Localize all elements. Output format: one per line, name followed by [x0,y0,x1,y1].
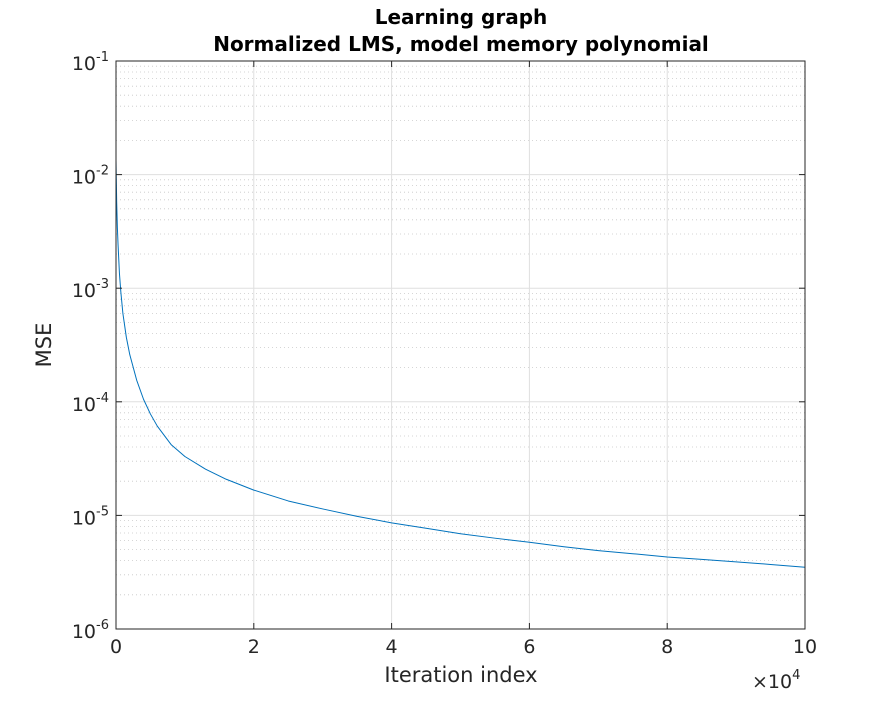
y-tick-label: 10-6 [72,618,109,643]
x-tick-labels: 0 2 4 6 8 10 [110,636,817,658]
y-tick-exponent: -5 [96,504,109,519]
y-tick-base: 10 [72,507,96,529]
plot-frame [115,60,806,630]
x-tick-label: 8 [661,636,673,658]
x-multiplier-exponent: 4 [792,668,800,683]
y-tick-exponent: -6 [96,618,109,633]
x-multiplier: ×104 [752,668,800,693]
y-tick-base: 10 [72,280,96,302]
y-tick-base: 10 [72,621,96,643]
y-tick-base: 10 [72,167,96,189]
x-axis-label: Iteration index [384,663,537,687]
y-tick-exponent: -2 [96,164,109,179]
y-tick-base: 10 [72,53,96,75]
y-tick-label: 10-2 [72,164,109,189]
y-tick-label: 10-4 [72,391,109,416]
y-tick-labels: 10-110-210-310-410-510-6 [72,50,109,643]
chart-title: Learning graph [375,5,548,29]
y-tick-label: 10-3 [72,277,109,302]
series-layer [115,160,806,568]
y-tick-label: 10-1 [72,50,109,75]
tick-marks [115,60,806,630]
x-multiplier-times: × [752,671,768,693]
chart-subtitle: Normalized LMS, model memory polynomial [213,32,709,56]
y-tick-label: 10-5 [72,504,109,529]
y-tick-exponent: -3 [96,277,109,292]
minor-grid [116,65,805,596]
series-line [115,160,806,568]
x-tick-label: 4 [386,636,398,658]
y-axis-label: MSE [32,323,56,368]
x-tick-label: 10 [793,636,817,658]
x-tick-label: 6 [523,636,535,658]
y-tick-exponent: -1 [96,50,109,65]
x-tick-label: 0 [110,636,122,658]
x-tick-label: 2 [248,636,260,658]
plot-area [116,61,805,629]
x-multiplier-base: 10 [768,671,792,693]
y-tick-base: 10 [72,394,96,416]
y-tick-exponent: -4 [96,391,109,406]
